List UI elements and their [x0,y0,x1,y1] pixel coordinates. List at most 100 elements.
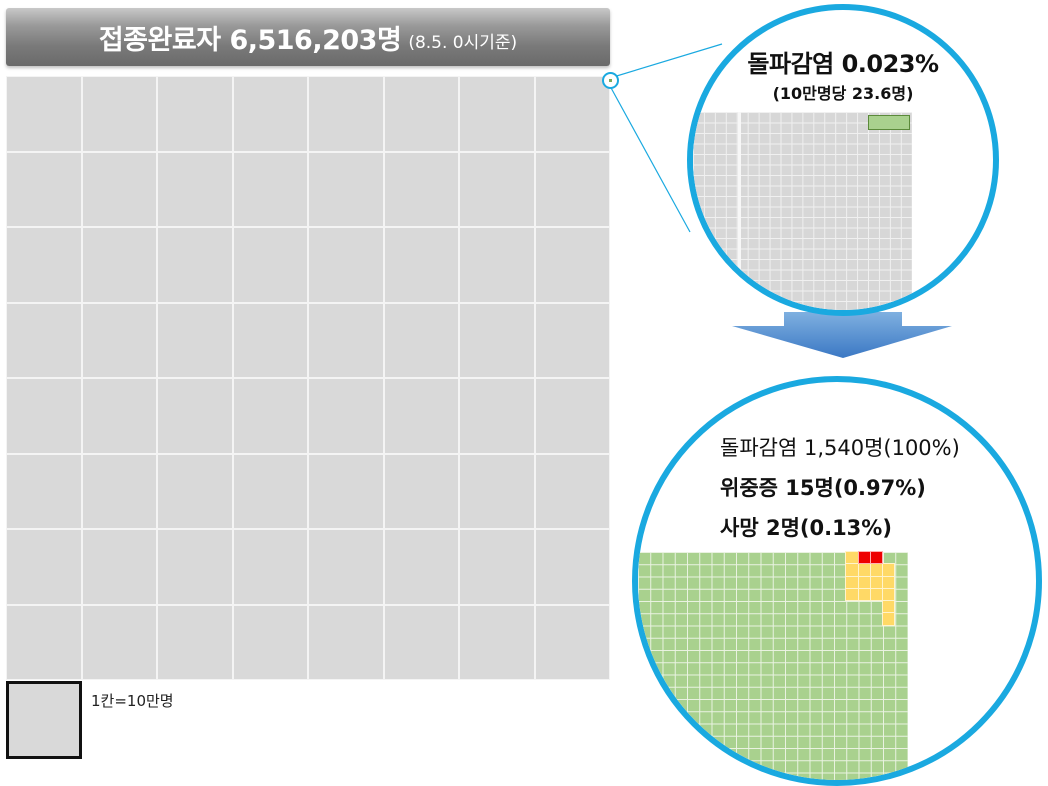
legend-label: 1칸=10만명 [91,692,174,710]
breakthrough-rate-subtitle: (10만명당 23.6명) [772,84,914,103]
grid-cell [459,604,535,680]
severe-case-cell [881,599,896,614]
grid-cell [534,529,610,605]
grid-cell [232,227,308,303]
grid-cell [534,76,610,152]
grid-cell [232,151,308,227]
zoom-marker [602,72,619,89]
grid-cell [308,76,384,152]
grid-cell [81,604,157,680]
grid-cell [6,227,82,303]
grid-cell [383,453,459,529]
severe-case-cell [881,612,896,626]
grid-cell [459,529,535,605]
grid-cell [308,378,384,454]
legend-swatch [6,681,82,759]
grid-cell [534,453,610,529]
grid-cell [383,151,459,227]
severe-case-cell [881,587,896,602]
severe-case-cell [845,575,859,589]
death-case-cell [857,550,871,565]
grid-cell [308,151,384,227]
connector-line-upper [609,43,723,79]
death-case-cell [869,550,884,565]
grid-cell [232,378,308,454]
grid-cell [459,378,535,454]
grid-cell [157,529,233,605]
grid-cell [308,227,384,303]
breakthrough-highlight-cell [868,115,910,130]
grid-cell [308,529,384,605]
grid-cell [459,453,535,529]
grid-cell [534,227,610,303]
grid-cell [383,529,459,605]
zoomed-grid [693,112,912,310]
title-date-note: (8.5. 0시기준) [408,32,518,53]
grid-cell [6,604,82,680]
grid-cell [232,76,308,152]
severe-case-cell [857,575,871,589]
severe-case-cell [869,587,884,602]
title-bar: 접종완료자 6,516,203명 (8.5. 0시기준) [6,8,610,66]
grid-cell [459,151,535,227]
grid-cell [81,302,157,378]
severe-case-cell [881,575,896,589]
grid-cell [81,378,157,454]
vaccinated-grid [6,76,610,680]
grid-cell [6,151,82,227]
grid-cell [157,378,233,454]
grid-cell [6,302,82,378]
grid-cell [459,302,535,378]
grid-cell [383,76,459,152]
breakthrough-rate-title: 돌파감염 0.023% [747,50,939,78]
grid-cell [157,151,233,227]
severe-case-cell [857,563,871,577]
grid-cell [534,604,610,680]
grid-cell [383,302,459,378]
severe-case-cell [845,563,859,577]
breakthrough-grid [638,550,908,780]
grid-cell [232,529,308,605]
severe-case-cell [845,550,859,565]
severe-case-cell [869,575,884,589]
zoom-circle-top: 돌파감염 0.023% (10만명당 23.6명) [687,4,999,316]
grid-cell [232,604,308,680]
severe-case-cell [881,563,896,577]
grid-cell [232,453,308,529]
down-arrow-icon [732,312,952,358]
grid-cell [232,302,308,378]
grid-cell [157,302,233,378]
grid-cell [383,604,459,680]
grid-divider [738,112,741,310]
grid-cell [459,76,535,152]
severe-case-cell [845,587,859,602]
connector-line-lower [609,85,691,233]
grid-cell [6,529,82,605]
grid-cell [157,76,233,152]
grid-cell [308,604,384,680]
severe-case-cell [857,587,871,602]
grid-cell [157,227,233,303]
grid-cell [6,378,82,454]
grid-cell [308,453,384,529]
severe-case-cell [869,563,884,577]
grid-cell [308,302,384,378]
grid-cell [534,302,610,378]
deaths-label: 사망 2명(0.13%) [720,516,892,540]
grid-cell [157,453,233,529]
grid-cell [6,453,82,529]
grid-cell [81,529,157,605]
grid-cell [81,76,157,152]
breakthrough-total-label: 돌파감염 1,540명(100%) [720,436,960,460]
grid-cell [81,453,157,529]
grid-cell [534,378,610,454]
grid-cell [157,604,233,680]
grid-cell [534,151,610,227]
grid-cell [6,76,82,152]
grid-cell [81,151,157,227]
title-main: 접종완료자 6,516,203명 [98,24,402,56]
grid-cell [459,227,535,303]
zoom-marker-dot [609,79,612,82]
grid-cell [383,378,459,454]
